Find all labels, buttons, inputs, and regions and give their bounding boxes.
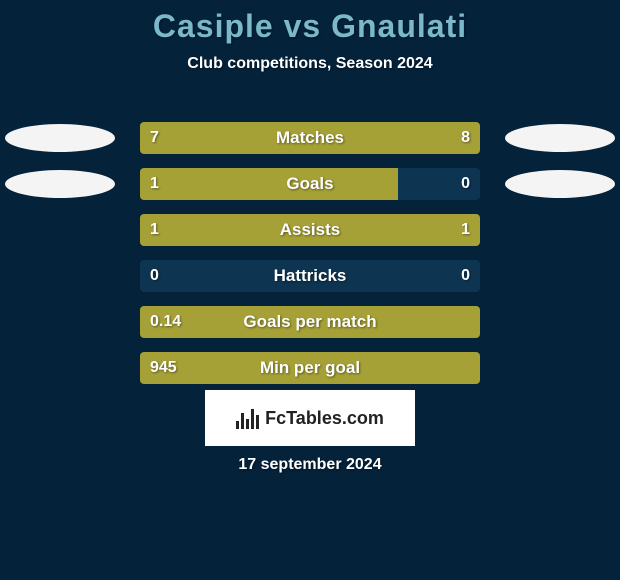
stat-track bbox=[140, 122, 480, 154]
bars-area: Matches78 Goals10 Assists11 Hattricks00 Goal… bbox=[0, 122, 620, 398]
logo-box: FcTables.com bbox=[205, 390, 415, 446]
logo-text: FcTables.com bbox=[265, 408, 384, 429]
stat-bar-left bbox=[140, 122, 299, 154]
player-right-photo bbox=[505, 124, 615, 152]
stat-row: Goals per match0.14 bbox=[0, 306, 620, 338]
comparison-canvas: Casiple vs Gnaulati Club competitions, S… bbox=[0, 0, 620, 580]
stat-bar-left bbox=[140, 214, 310, 246]
player-left-photo bbox=[5, 170, 115, 198]
stat-bar-left bbox=[140, 168, 398, 200]
stat-track bbox=[140, 214, 480, 246]
date-text: 17 september 2024 bbox=[0, 456, 620, 474]
player-left-photo bbox=[5, 124, 115, 152]
player-right-photo bbox=[505, 170, 615, 198]
stat-row: Hattricks00 bbox=[0, 260, 620, 292]
subtitle: Club competitions, Season 2024 bbox=[0, 55, 620, 73]
stat-track bbox=[140, 352, 480, 384]
stat-bar-left bbox=[140, 306, 480, 338]
stat-track bbox=[140, 306, 480, 338]
stat-row: Goals10 bbox=[0, 168, 620, 200]
stat-row: Min per goal945 bbox=[0, 352, 620, 384]
stat-row: Matches78 bbox=[0, 122, 620, 154]
stat-bar-left bbox=[140, 352, 480, 384]
stat-row: Assists11 bbox=[0, 214, 620, 246]
stat-bar-right bbox=[310, 214, 480, 246]
stat-track bbox=[140, 260, 480, 292]
stat-track bbox=[140, 168, 480, 200]
logo-chart-icon bbox=[236, 407, 259, 429]
stat-bar-right bbox=[299, 122, 480, 154]
page-title: Casiple vs Gnaulati bbox=[0, 0, 620, 45]
